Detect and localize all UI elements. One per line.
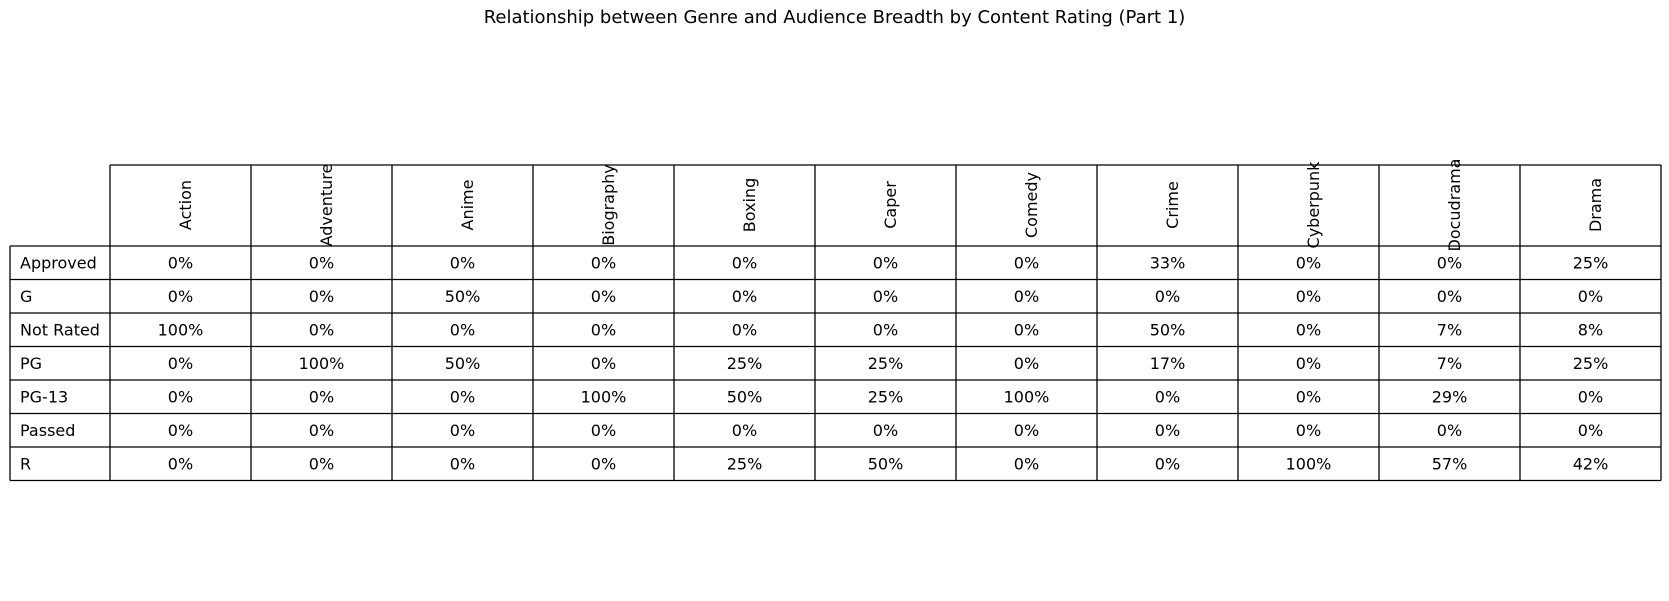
table-cell: 100% bbox=[1286, 454, 1332, 473]
table-cell: 0% bbox=[1296, 253, 1321, 272]
table-cell: 50% bbox=[445, 287, 481, 306]
table-cell: 25% bbox=[1573, 253, 1609, 272]
table-cell: 0% bbox=[309, 320, 334, 339]
row-label: G bbox=[20, 287, 32, 306]
table-cell: 0% bbox=[1296, 320, 1321, 339]
table-cell: 7% bbox=[1437, 354, 1462, 373]
table-cell: 0% bbox=[450, 387, 475, 406]
table-cell: 0% bbox=[309, 387, 334, 406]
table-cell: 29% bbox=[1432, 387, 1468, 406]
table-cell: 0% bbox=[450, 253, 475, 272]
table-cell: 0% bbox=[1578, 287, 1603, 306]
table-cell: 0% bbox=[1578, 421, 1603, 440]
column-header: Caper bbox=[881, 181, 900, 229]
column-header: Anime bbox=[458, 180, 477, 231]
table-cell: 0% bbox=[1578, 387, 1603, 406]
table-cell: 0% bbox=[591, 454, 616, 473]
column-header: Boxing bbox=[740, 178, 759, 232]
table-cell: 0% bbox=[1296, 387, 1321, 406]
column-header: Crime bbox=[1163, 181, 1182, 229]
table-cell: 0% bbox=[1296, 421, 1321, 440]
table-cell: 50% bbox=[445, 354, 481, 373]
table-cell: 0% bbox=[1014, 454, 1039, 473]
column-header: Comedy bbox=[1022, 172, 1041, 238]
table-cell: 0% bbox=[309, 253, 334, 272]
table-cell: 0% bbox=[450, 320, 475, 339]
table-cell: 100% bbox=[158, 320, 204, 339]
table-cell: 0% bbox=[591, 287, 616, 306]
column-header: Adventure bbox=[317, 164, 336, 247]
column-header: Cyberpunk bbox=[1304, 161, 1323, 249]
table-cell: 0% bbox=[591, 320, 616, 339]
table-cell: 0% bbox=[1014, 253, 1039, 272]
table-cell: 0% bbox=[873, 253, 898, 272]
table-cell: 0% bbox=[1437, 253, 1462, 272]
table-cell: 8% bbox=[1578, 320, 1603, 339]
table-cell: 0% bbox=[1296, 287, 1321, 306]
table-cell: 0% bbox=[873, 320, 898, 339]
row-label: Passed bbox=[20, 421, 75, 440]
row-label: PG-13 bbox=[20, 387, 68, 406]
row-label: Approved bbox=[20, 253, 97, 272]
table-cell: 100% bbox=[1004, 387, 1050, 406]
table-cell: 0% bbox=[168, 387, 193, 406]
column-header: Drama bbox=[1586, 178, 1605, 232]
table-cell: 100% bbox=[299, 354, 345, 373]
column-header: Action bbox=[176, 180, 195, 230]
table-cell: 0% bbox=[591, 253, 616, 272]
table-cell: 0% bbox=[1014, 320, 1039, 339]
table-cell: 0% bbox=[873, 287, 898, 306]
table-cell: 25% bbox=[1573, 354, 1609, 373]
table-cell: 0% bbox=[1155, 421, 1180, 440]
table-cell: 42% bbox=[1573, 454, 1609, 473]
table-cell: 50% bbox=[1150, 320, 1186, 339]
table-cell: 0% bbox=[1437, 421, 1462, 440]
table-cell: 100% bbox=[581, 387, 627, 406]
table-cell: 17% bbox=[1150, 354, 1186, 373]
table-cell: 0% bbox=[732, 287, 757, 306]
chart-title: Relationship between Genre and Audience … bbox=[483, 7, 1186, 28]
table-cell: 25% bbox=[868, 354, 904, 373]
table-cell: 50% bbox=[868, 454, 904, 473]
row-label: R bbox=[20, 454, 31, 473]
table-cell: 0% bbox=[1014, 354, 1039, 373]
table-cell: 0% bbox=[1155, 454, 1180, 473]
table-cell: 0% bbox=[1296, 354, 1321, 373]
table-cell: 0% bbox=[1155, 287, 1180, 306]
table-cell: 57% bbox=[1432, 454, 1468, 473]
table-cell: 0% bbox=[309, 421, 334, 440]
table-cell: 0% bbox=[1437, 287, 1462, 306]
table-cell: 0% bbox=[309, 454, 334, 473]
table-cell: 50% bbox=[727, 387, 763, 406]
column-header: Biography bbox=[599, 164, 618, 246]
table-cell: 0% bbox=[732, 320, 757, 339]
row-label: PG bbox=[20, 354, 42, 373]
table-cell: 0% bbox=[168, 287, 193, 306]
table-cell: 0% bbox=[1014, 421, 1039, 440]
table-cell: 0% bbox=[873, 421, 898, 440]
table-cell: 0% bbox=[168, 354, 193, 373]
table-cell: 0% bbox=[450, 454, 475, 473]
table-cell: 0% bbox=[450, 421, 475, 440]
table-cell: 25% bbox=[727, 354, 763, 373]
table-cell: 0% bbox=[732, 421, 757, 440]
row-label: Not Rated bbox=[20, 320, 100, 339]
table-cell: 25% bbox=[727, 454, 763, 473]
column-header: Docudrama bbox=[1445, 159, 1464, 252]
table-cell: 0% bbox=[309, 287, 334, 306]
table-cell: 0% bbox=[1155, 387, 1180, 406]
table-cell: 0% bbox=[168, 421, 193, 440]
table-cell: 0% bbox=[732, 253, 757, 272]
table-cell: 0% bbox=[1014, 287, 1039, 306]
table-cell: 0% bbox=[591, 421, 616, 440]
table-cell: 0% bbox=[168, 253, 193, 272]
table-cell: 25% bbox=[868, 387, 904, 406]
table-cell: 33% bbox=[1150, 253, 1186, 272]
table-cell: 7% bbox=[1437, 320, 1462, 339]
table-cell: 0% bbox=[168, 454, 193, 473]
table-cell: 0% bbox=[591, 354, 616, 373]
